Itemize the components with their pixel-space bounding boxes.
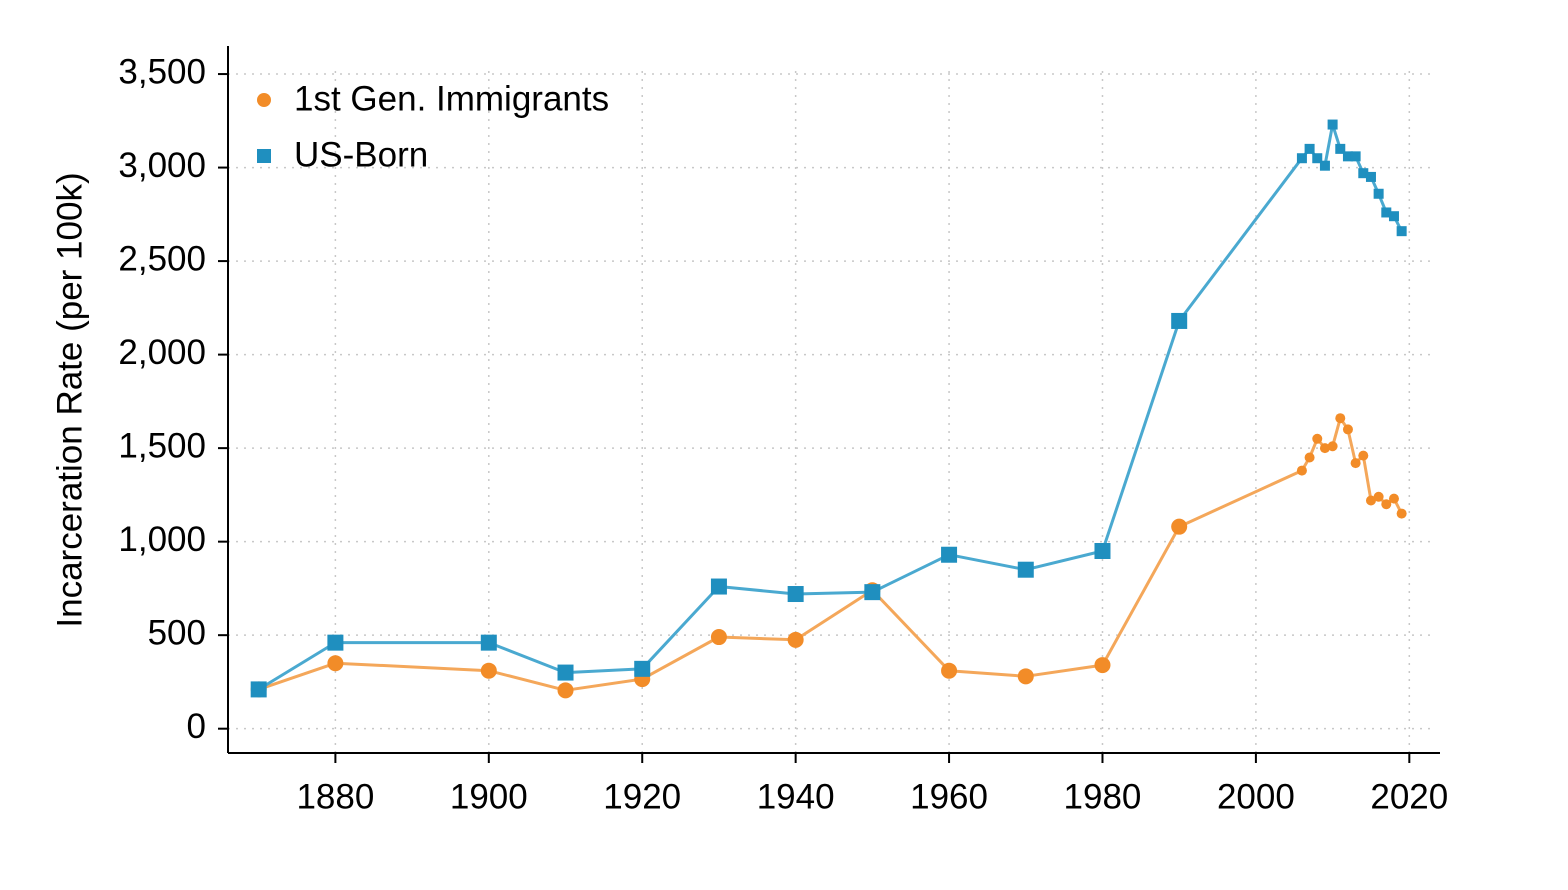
data-point [327, 634, 344, 651]
series [250, 119, 1407, 699]
y-tick-label: 500 [148, 613, 206, 652]
x-tick-label: 1980 [1064, 777, 1142, 816]
data-point [1388, 211, 1399, 222]
legend: 1st Gen. Immigrants US-Born [257, 79, 609, 174]
legend-label-immigrants: 1st Gen. Immigrants [294, 79, 609, 118]
series-line [258, 416, 1403, 692]
data-point [1327, 441, 1338, 452]
data-point [1381, 207, 1392, 218]
data-point [1296, 465, 1307, 476]
series-us-born [250, 119, 1407, 698]
data-point [1171, 518, 1188, 535]
y-tick-label: 1,000 [118, 520, 206, 559]
data-point [1304, 452, 1315, 463]
x-tick-label: 1920 [603, 777, 681, 816]
data-point [634, 660, 651, 677]
data-point [710, 629, 727, 646]
data-point [1017, 668, 1034, 685]
y-tick-label: 3,000 [118, 146, 206, 185]
data-point [250, 681, 267, 698]
data-point [1350, 458, 1361, 469]
data-point [1296, 153, 1307, 164]
data-point [1342, 151, 1353, 162]
data-point [1358, 168, 1369, 179]
y-tick-label: 1,500 [118, 426, 206, 465]
ticks: 0 500 1,000 1,500 2,000 2,500 3,000 3,500 1880 19… [118, 52, 1448, 816]
x-tick-label: 1960 [910, 777, 988, 816]
data-point [1342, 424, 1353, 435]
data-point [1312, 153, 1323, 164]
y-tick-label: 0 [187, 707, 206, 746]
x-tick-label: 1940 [757, 777, 835, 816]
data-point [787, 631, 804, 648]
data-point [1319, 443, 1330, 454]
data-point [1312, 433, 1323, 444]
data-point [1327, 119, 1338, 130]
data-point [1350, 151, 1361, 162]
data-point [1365, 495, 1376, 506]
data-point [1171, 312, 1188, 329]
data-point [941, 662, 958, 679]
data-point [710, 578, 727, 595]
data-point [1094, 657, 1111, 674]
data-point [327, 655, 344, 672]
data-point [1304, 143, 1315, 154]
data-point [864, 584, 881, 601]
data-point [941, 546, 958, 563]
data-point [557, 682, 574, 699]
x-tick-label: 2020 [1370, 777, 1448, 816]
data-point [1396, 226, 1407, 237]
data-point [1319, 160, 1330, 171]
data-point [1388, 493, 1399, 504]
y-tick-label: 2,000 [118, 333, 206, 372]
data-point [1358, 450, 1369, 461]
series-line [257, 123, 1403, 691]
data-point [1094, 543, 1111, 559]
data-point [1335, 413, 1346, 424]
legend-marker-us-born [257, 149, 271, 163]
data-point [1373, 188, 1384, 199]
legend-label-us-born: US-Born [294, 135, 428, 174]
data-point [1373, 491, 1384, 502]
data-point [1365, 171, 1376, 182]
data-point [1396, 508, 1407, 519]
data-point [787, 586, 804, 603]
data-point [1335, 143, 1346, 154]
x-tick-label: 1900 [450, 777, 528, 816]
data-point [480, 634, 497, 651]
data-point [557, 664, 574, 681]
data-point [1381, 499, 1392, 510]
x-tick-label: 2000 [1217, 777, 1295, 816]
data-point [480, 662, 497, 679]
x-tick-label: 1880 [296, 777, 374, 816]
y-tick-label: 2,500 [118, 239, 206, 278]
y-axis-title: Incarceration Rate (per 100k) [50, 172, 89, 627]
legend-marker-immigrants [257, 93, 271, 107]
data-point [1017, 561, 1034, 578]
series-immigrants [250, 413, 1407, 699]
y-tick-label: 3,500 [118, 52, 206, 91]
